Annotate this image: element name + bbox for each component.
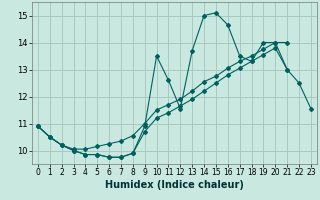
X-axis label: Humidex (Indice chaleur): Humidex (Indice chaleur) xyxy=(105,180,244,190)
